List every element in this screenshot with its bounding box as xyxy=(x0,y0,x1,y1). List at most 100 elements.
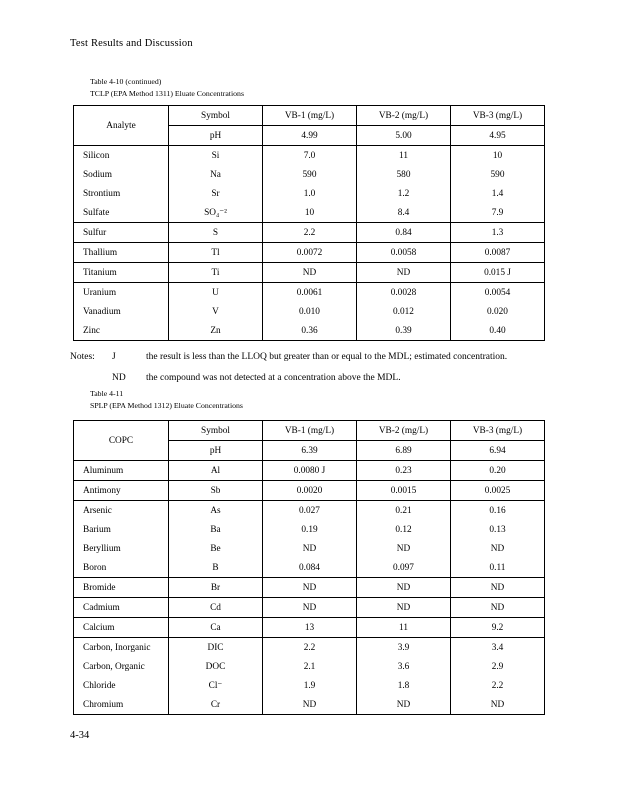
symbol-cell: V xyxy=(168,302,263,321)
note-text-j: the result is less than the LLOQ but gre… xyxy=(146,352,508,362)
notes-label: Notes: xyxy=(70,352,95,362)
symbol-cell: Tl xyxy=(168,242,263,263)
value-cell: 0.0028 xyxy=(356,282,451,302)
value-cell: 2.2 xyxy=(262,637,357,657)
table-row: Carbon, Inorganic DIC 2.2 3.9 3.4 xyxy=(73,637,545,657)
value-cell: 0.0080 J xyxy=(262,460,357,481)
symbol-cell: Cr xyxy=(168,695,263,715)
value-cell: 11 xyxy=(356,145,451,165)
analyte-cell: Carbon, Organic xyxy=(73,657,169,676)
value-cell: 0.39 xyxy=(356,321,451,341)
analyte-cell: Uranium xyxy=(73,282,169,302)
ph-value-vb1: 4.99 xyxy=(262,125,357,146)
symbol-cell: As xyxy=(168,500,263,520)
value-cell: 0.097 xyxy=(356,558,451,578)
table-row: Aluminum Al 0.0080 J 0.23 0.20 xyxy=(73,460,545,481)
ph-value-vb2: 6.89 xyxy=(356,440,451,461)
symbol-cell: Sb xyxy=(168,480,263,501)
table-row: Arsenic As 0.027 0.21 0.16 xyxy=(73,500,545,520)
analyte-cell: Sulfate xyxy=(73,203,169,223)
analyte-cell: Barium xyxy=(73,520,169,539)
value-cell: 590 xyxy=(450,165,545,184)
analyte-cell: Sodium xyxy=(73,165,169,184)
symbol-cell: Cl⁻ xyxy=(168,676,263,695)
table-row: Antimony Sb 0.0020 0.0015 0.0025 xyxy=(73,480,545,501)
value-cell: 0.0072 xyxy=(262,242,357,263)
value-cell: 8.4 xyxy=(356,203,451,223)
note-text-nd: the compound was not detected at a conce… xyxy=(146,373,401,383)
analyte-cell: Beryllium xyxy=(73,539,169,558)
value-cell: 0.0087 xyxy=(450,242,545,263)
value-cell: ND xyxy=(450,695,545,715)
table-row: Titanium Ti ND ND 0.015 J xyxy=(73,262,545,283)
table-row: Vanadium V 0.010 0.012 0.020 xyxy=(73,302,545,321)
analyte-cell: Silicon xyxy=(73,145,169,165)
symbol-cell: Na xyxy=(168,165,263,184)
value-cell: 1.2 xyxy=(356,184,451,203)
value-cell: 0.0020 xyxy=(262,480,357,501)
value-cell: 10 xyxy=(450,145,545,165)
value-cell: ND xyxy=(450,539,545,558)
table-caption-line1: Table 4-10 (continued) xyxy=(90,77,162,86)
table-row: Chloride Cl⁻ 1.9 1.8 2.2 xyxy=(73,676,545,695)
splp-eluate-table: COPC Symbol VB-1 (mg/L) VB-2 (mg/L) VB-3… xyxy=(73,420,545,715)
value-cell: ND xyxy=(262,597,357,618)
value-cell: 580 xyxy=(356,165,451,184)
table-4-10-caption: Table 4-10 (continued) TCLP (EPA Method … xyxy=(90,76,244,99)
value-cell: 11 xyxy=(356,617,451,638)
value-cell: 2.9 xyxy=(450,657,545,676)
symbol-cell: Ca xyxy=(168,617,263,638)
value-cell: 1.0 xyxy=(262,184,357,203)
column-header-vb1: VB-1 (mg/L) xyxy=(262,105,357,126)
ph-value-vb1: 6.39 xyxy=(262,440,357,461)
value-cell: 1.4 xyxy=(450,184,545,203)
value-cell: ND xyxy=(262,577,357,598)
analyte-cell: Chromium xyxy=(73,695,169,715)
column-header-vb2: VB-2 (mg/L) xyxy=(356,105,451,126)
table-row: Calcium Ca 13 11 9.2 xyxy=(73,617,545,638)
value-cell: 0.015 J xyxy=(450,262,545,283)
value-cell: 2.2 xyxy=(262,222,357,243)
notes-block: Notes: J the result is less than the LLO… xyxy=(70,350,556,385)
value-cell: 0.010 xyxy=(262,302,357,321)
ph-row: pH 6.39 6.89 6.94 xyxy=(74,440,545,461)
analyte-cell: Vanadium xyxy=(73,302,169,321)
table-row: Thallium Tl 0.0072 0.0058 0.0087 xyxy=(73,242,545,263)
value-cell: ND xyxy=(356,577,451,598)
analyte-cell: Zinc xyxy=(73,321,169,341)
value-cell: 0.19 xyxy=(262,520,357,539)
ph-value-vb3: 4.95 xyxy=(450,125,545,146)
note-qualifier-j: J xyxy=(112,352,116,362)
table-row: Sulfate SO₄⁻² 10 8.4 7.9 xyxy=(73,203,545,223)
notes-label-spacer xyxy=(70,371,112,385)
value-cell: 0.20 xyxy=(450,460,545,481)
table-row: Uranium U 0.0061 0.0028 0.0054 xyxy=(73,282,545,302)
analyte-cell: Titanium xyxy=(73,262,169,283)
symbol-cell: SO₄⁻² xyxy=(168,203,263,223)
value-cell: 0.012 xyxy=(356,302,451,321)
symbol-cell: U xyxy=(168,282,263,302)
analyte-cell: Strontium xyxy=(73,184,169,203)
table-row: Zinc Zn 0.36 0.39 0.40 xyxy=(73,321,545,341)
value-cell: 9.2 xyxy=(450,617,545,638)
row-header-label: Analyte xyxy=(73,105,169,146)
value-cell: 3.4 xyxy=(450,637,545,657)
table-row: Boron B 0.084 0.097 0.11 xyxy=(73,558,545,578)
column-header-vb3: VB-3 (mg/L) xyxy=(450,105,545,126)
value-cell: ND xyxy=(262,262,357,283)
value-cell: 3.9 xyxy=(356,637,451,657)
value-cell: 7.0 xyxy=(262,145,357,165)
table-caption-line1: Table 4-11 xyxy=(90,389,124,398)
value-cell: 0.0061 xyxy=(262,282,357,302)
value-cell: ND xyxy=(356,262,451,283)
value-cell: 0.40 xyxy=(450,321,545,341)
column-header-vb1: VB-1 (mg/L) xyxy=(262,420,357,441)
symbol-cell: Sr xyxy=(168,184,263,203)
value-cell: 0.12 xyxy=(356,520,451,539)
table-caption-line2: SPLP (EPA Method 1312) Eluate Concentrat… xyxy=(90,400,243,410)
value-cell: 0.020 xyxy=(450,302,545,321)
symbol-cell: B xyxy=(168,558,263,578)
ph-value-vb3: 6.94 xyxy=(450,440,545,461)
ph-row: pH 4.99 5.00 4.95 xyxy=(74,125,545,146)
value-cell: ND xyxy=(262,695,357,715)
